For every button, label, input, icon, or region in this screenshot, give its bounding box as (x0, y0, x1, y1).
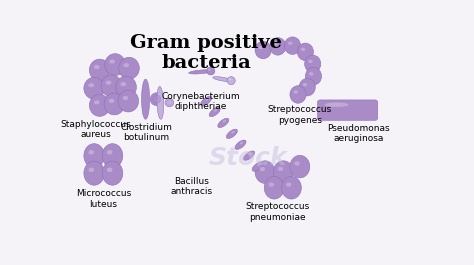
Ellipse shape (286, 182, 292, 187)
Ellipse shape (106, 81, 111, 85)
Text: Micrococcus
luteus: Micrococcus luteus (76, 189, 131, 209)
Ellipse shape (214, 109, 217, 112)
Ellipse shape (264, 176, 284, 199)
Ellipse shape (90, 59, 110, 81)
Ellipse shape (255, 161, 275, 183)
Ellipse shape (273, 42, 278, 46)
Text: Pseudomonas
aeruginosa: Pseudomonas aeruginosa (328, 123, 390, 143)
Text: Bacillus
anthracis: Bacillus anthracis (171, 177, 212, 196)
Ellipse shape (270, 38, 286, 55)
Ellipse shape (240, 142, 243, 144)
Ellipse shape (273, 161, 293, 183)
Ellipse shape (218, 118, 229, 127)
Ellipse shape (109, 99, 114, 103)
Ellipse shape (167, 100, 172, 105)
Ellipse shape (165, 98, 174, 107)
Ellipse shape (223, 120, 226, 123)
Ellipse shape (107, 150, 112, 154)
Ellipse shape (90, 94, 110, 116)
Ellipse shape (309, 72, 313, 76)
Ellipse shape (153, 95, 161, 103)
Ellipse shape (94, 65, 100, 69)
Ellipse shape (227, 129, 237, 139)
Ellipse shape (189, 70, 212, 74)
Ellipse shape (308, 60, 313, 63)
Ellipse shape (305, 55, 321, 73)
Ellipse shape (290, 155, 310, 178)
Ellipse shape (228, 78, 231, 80)
Ellipse shape (252, 162, 263, 171)
Ellipse shape (102, 161, 123, 185)
Ellipse shape (231, 131, 235, 134)
Ellipse shape (213, 77, 233, 82)
Text: Corynebacterium
diphtheriae: Corynebacterium diphtheriae (161, 92, 240, 111)
Ellipse shape (278, 167, 283, 171)
FancyBboxPatch shape (318, 100, 378, 120)
Ellipse shape (207, 67, 215, 75)
Ellipse shape (288, 42, 292, 45)
Ellipse shape (303, 83, 307, 86)
Ellipse shape (227, 77, 235, 85)
Ellipse shape (116, 76, 137, 98)
Ellipse shape (259, 46, 263, 49)
Ellipse shape (259, 167, 265, 171)
Ellipse shape (94, 100, 100, 104)
Ellipse shape (101, 75, 122, 97)
Text: Streptococcus
pyogenes: Streptococcus pyogenes (268, 105, 332, 125)
Ellipse shape (208, 68, 211, 71)
Ellipse shape (284, 37, 301, 54)
Ellipse shape (269, 182, 274, 187)
Ellipse shape (107, 167, 112, 172)
Ellipse shape (293, 90, 298, 94)
Ellipse shape (102, 144, 123, 168)
Text: Stock: Stock (209, 145, 288, 170)
Ellipse shape (201, 96, 212, 106)
Ellipse shape (118, 90, 138, 112)
Ellipse shape (123, 96, 128, 100)
Ellipse shape (150, 93, 163, 106)
Ellipse shape (235, 140, 246, 149)
Ellipse shape (105, 54, 126, 76)
Ellipse shape (290, 86, 306, 103)
Ellipse shape (294, 161, 300, 166)
Ellipse shape (282, 176, 301, 199)
Ellipse shape (84, 77, 104, 99)
Ellipse shape (206, 98, 209, 101)
Ellipse shape (325, 103, 348, 107)
Ellipse shape (123, 63, 129, 67)
Ellipse shape (109, 59, 115, 64)
Text: Streptococcus
pneumoniae: Streptococcus pneumoniae (246, 202, 310, 222)
Ellipse shape (84, 144, 104, 168)
Ellipse shape (84, 161, 104, 185)
Ellipse shape (104, 93, 125, 115)
Ellipse shape (209, 107, 220, 117)
Ellipse shape (299, 78, 315, 96)
Ellipse shape (257, 164, 260, 166)
Ellipse shape (255, 41, 271, 59)
Ellipse shape (297, 43, 313, 61)
Ellipse shape (142, 79, 150, 119)
Text: Staphylococcus
aureus: Staphylococcus aureus (61, 120, 131, 139)
Text: Clostridium
botulinum: Clostridium botulinum (121, 123, 173, 142)
Ellipse shape (305, 68, 321, 85)
Ellipse shape (89, 167, 94, 172)
Ellipse shape (120, 82, 126, 86)
Ellipse shape (244, 151, 255, 160)
Ellipse shape (119, 57, 139, 79)
Text: Gram positive
bacteria: Gram positive bacteria (130, 34, 282, 72)
Ellipse shape (89, 83, 94, 87)
Ellipse shape (89, 150, 94, 154)
Ellipse shape (157, 86, 164, 119)
Ellipse shape (248, 153, 252, 155)
Ellipse shape (301, 48, 305, 51)
